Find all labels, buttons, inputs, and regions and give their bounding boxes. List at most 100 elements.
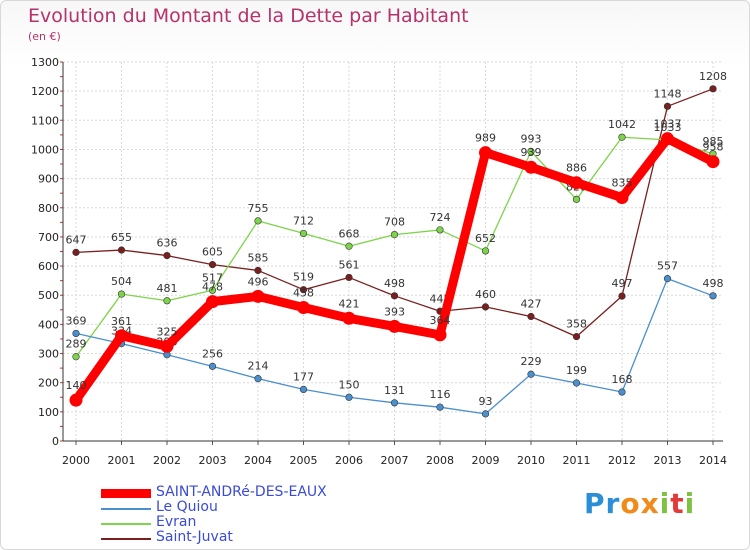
data-point-le-quiou <box>390 399 399 407</box>
x-tick-label: 2005 <box>290 454 318 467</box>
y-tick-label: 800 <box>38 202 59 215</box>
data-label-saint-juvat: 647 <box>66 233 87 246</box>
line-chart: 0 100 200 300 400 500 600 700 800 900 1000 1100 1200… <box>31 56 727 467</box>
data-label-saint-juvat: 519 <box>293 271 314 284</box>
data-point-saint-juvat <box>254 266 262 275</box>
data-label-saint-andr-des-eaux: 496 <box>248 275 269 288</box>
data-label-saint-andr-des-eaux: 989 <box>475 132 496 145</box>
data-label-evran: 708 <box>384 216 405 229</box>
data-label-evran: 1033 <box>654 121 682 134</box>
y-tick-label: 1300 <box>31 56 59 69</box>
logo-letter: t <box>670 487 685 520</box>
y-tick-label: 300 <box>38 348 59 361</box>
y-unit-label: (en €) <box>28 30 61 43</box>
data-label-saint-andr-des-eaux: 886 <box>566 162 587 175</box>
y-tick-label: 1200 <box>31 85 59 98</box>
data-point-le-quiou <box>436 403 444 411</box>
data-label-le-quiou: 229 <box>521 355 542 368</box>
data-point-evran <box>299 229 308 238</box>
data-point-saint-andr-des-eaux <box>570 176 583 190</box>
data-point-saint-andr-des-eaux <box>479 146 492 160</box>
data-point-le-quiou <box>208 362 217 370</box>
data-label-le-quiou: 168 <box>612 373 633 386</box>
data-label-le-quiou: 199 <box>566 364 587 377</box>
data-point-le-quiou <box>618 388 626 396</box>
data-label-saint-andr-des-eaux: 939 <box>521 146 542 159</box>
data-label-saint-andr-des-eaux: 361 <box>111 315 132 328</box>
data-point-saint-andr-des-eaux <box>524 160 538 174</box>
proxiti-logo: Proxiti <box>584 487 695 520</box>
y-tick-label: 0 <box>52 435 59 448</box>
data-label-evran: 517 <box>202 271 223 284</box>
data-point-le-quiou <box>663 275 672 283</box>
x-tick-label: 2010 <box>517 454 545 467</box>
x-tick-label: 2006 <box>335 454 363 467</box>
data-point-saint-juvat <box>390 292 399 300</box>
data-label-saint-juvat: 358 <box>566 318 587 331</box>
data-label-saint-juvat: 497 <box>612 277 633 290</box>
chart-title: Evolution du Montant de la Dette par Hab… <box>28 5 469 27</box>
data-label-saint-juvat: 636 <box>157 237 178 250</box>
x-tick-label: 2004 <box>244 454 272 467</box>
data-point-evran <box>208 286 217 294</box>
legend-label: Evran <box>156 514 197 530</box>
y-tick-label: 200 <box>38 377 59 390</box>
data-point-le-quiou <box>527 370 535 378</box>
logo-letter: x <box>640 487 660 520</box>
y-tick-label: 100 <box>38 406 59 419</box>
data-point-evran <box>72 353 80 361</box>
data-label-saint-andr-des-eaux: 958 <box>703 141 724 154</box>
data-point-saint-andr-des-eaux <box>69 393 83 407</box>
legend-label: Saint-Juvat <box>156 529 233 545</box>
logo-letter: P <box>584 487 606 520</box>
data-point-saint-juvat <box>345 273 353 282</box>
data-label-evran: 712 <box>293 214 314 227</box>
data-label-saint-andr-des-eaux: 1037 <box>654 118 682 131</box>
data-label-saint-andr-des-eaux: 835 <box>612 177 633 190</box>
data-label-evran: 755 <box>248 202 269 215</box>
legend-item-saint-andre: SAINT-ANDRé-DES-EAUX <box>101 484 401 500</box>
data-label-saint-andr-des-eaux: 140 <box>66 379 87 392</box>
data-point-saint-andr-des-eaux <box>115 329 128 343</box>
data-point-saint-andr-des-eaux <box>388 319 401 333</box>
data-label-evran: 504 <box>111 275 132 288</box>
data-point-saint-juvat <box>299 286 308 294</box>
data-point-evran <box>345 242 353 250</box>
data-point-saint-andr-des-eaux <box>706 155 720 169</box>
data-label-saint-juvat: 427 <box>521 298 542 311</box>
x-tick-label: 2012 <box>608 454 636 467</box>
legend-swatch <box>101 508 151 510</box>
y-tick-label: 500 <box>38 289 59 302</box>
data-label-saint-juvat: 585 <box>248 251 269 264</box>
data-point-le-quiou <box>299 385 308 393</box>
x-tick-label: 2001 <box>108 454 136 467</box>
data-point-evran <box>117 290 126 298</box>
data-label-le-quiou: 93 <box>479 395 493 408</box>
x-tick-label: 2013 <box>654 454 682 467</box>
data-label-saint-juvat: 1208 <box>699 70 727 83</box>
y-tick-label: 1000 <box>31 143 59 156</box>
data-label-le-quiou: 131 <box>384 384 405 397</box>
x-tick-label: 2002 <box>153 454 181 467</box>
data-point-evran <box>390 230 399 239</box>
data-label-saint-andr-des-eaux: 325 <box>157 325 178 338</box>
data-point-saint-juvat <box>527 312 535 321</box>
data-point-evran <box>618 133 626 141</box>
data-point-saint-juvat <box>208 261 217 269</box>
data-label-le-quiou: 116 <box>430 388 451 401</box>
legend-item-saint-juvat: Saint-Juvat <box>101 529 401 545</box>
data-label-saint-andr-des-eaux: 421 <box>339 297 360 310</box>
data-label-saint-andr-des-eaux: 458 <box>293 286 314 299</box>
data-point-saint-andr-des-eaux <box>251 289 265 303</box>
data-label-saint-juvat: 1148 <box>654 87 682 100</box>
data-point-le-quiou <box>709 292 717 300</box>
data-point-le-quiou <box>254 375 262 383</box>
data-label-le-quiou: 214 <box>248 360 269 373</box>
logo-letter: i <box>659 487 671 520</box>
data-label-saint-juvat: 655 <box>111 231 132 244</box>
data-label-saint-andr-des-eaux: 393 <box>384 305 405 318</box>
data-label-evran: 289 <box>66 338 87 351</box>
data-point-saint-andr-des-eaux <box>615 191 629 205</box>
x-tick-label: 2009 <box>472 454 500 467</box>
logo-letter: i <box>684 487 696 520</box>
